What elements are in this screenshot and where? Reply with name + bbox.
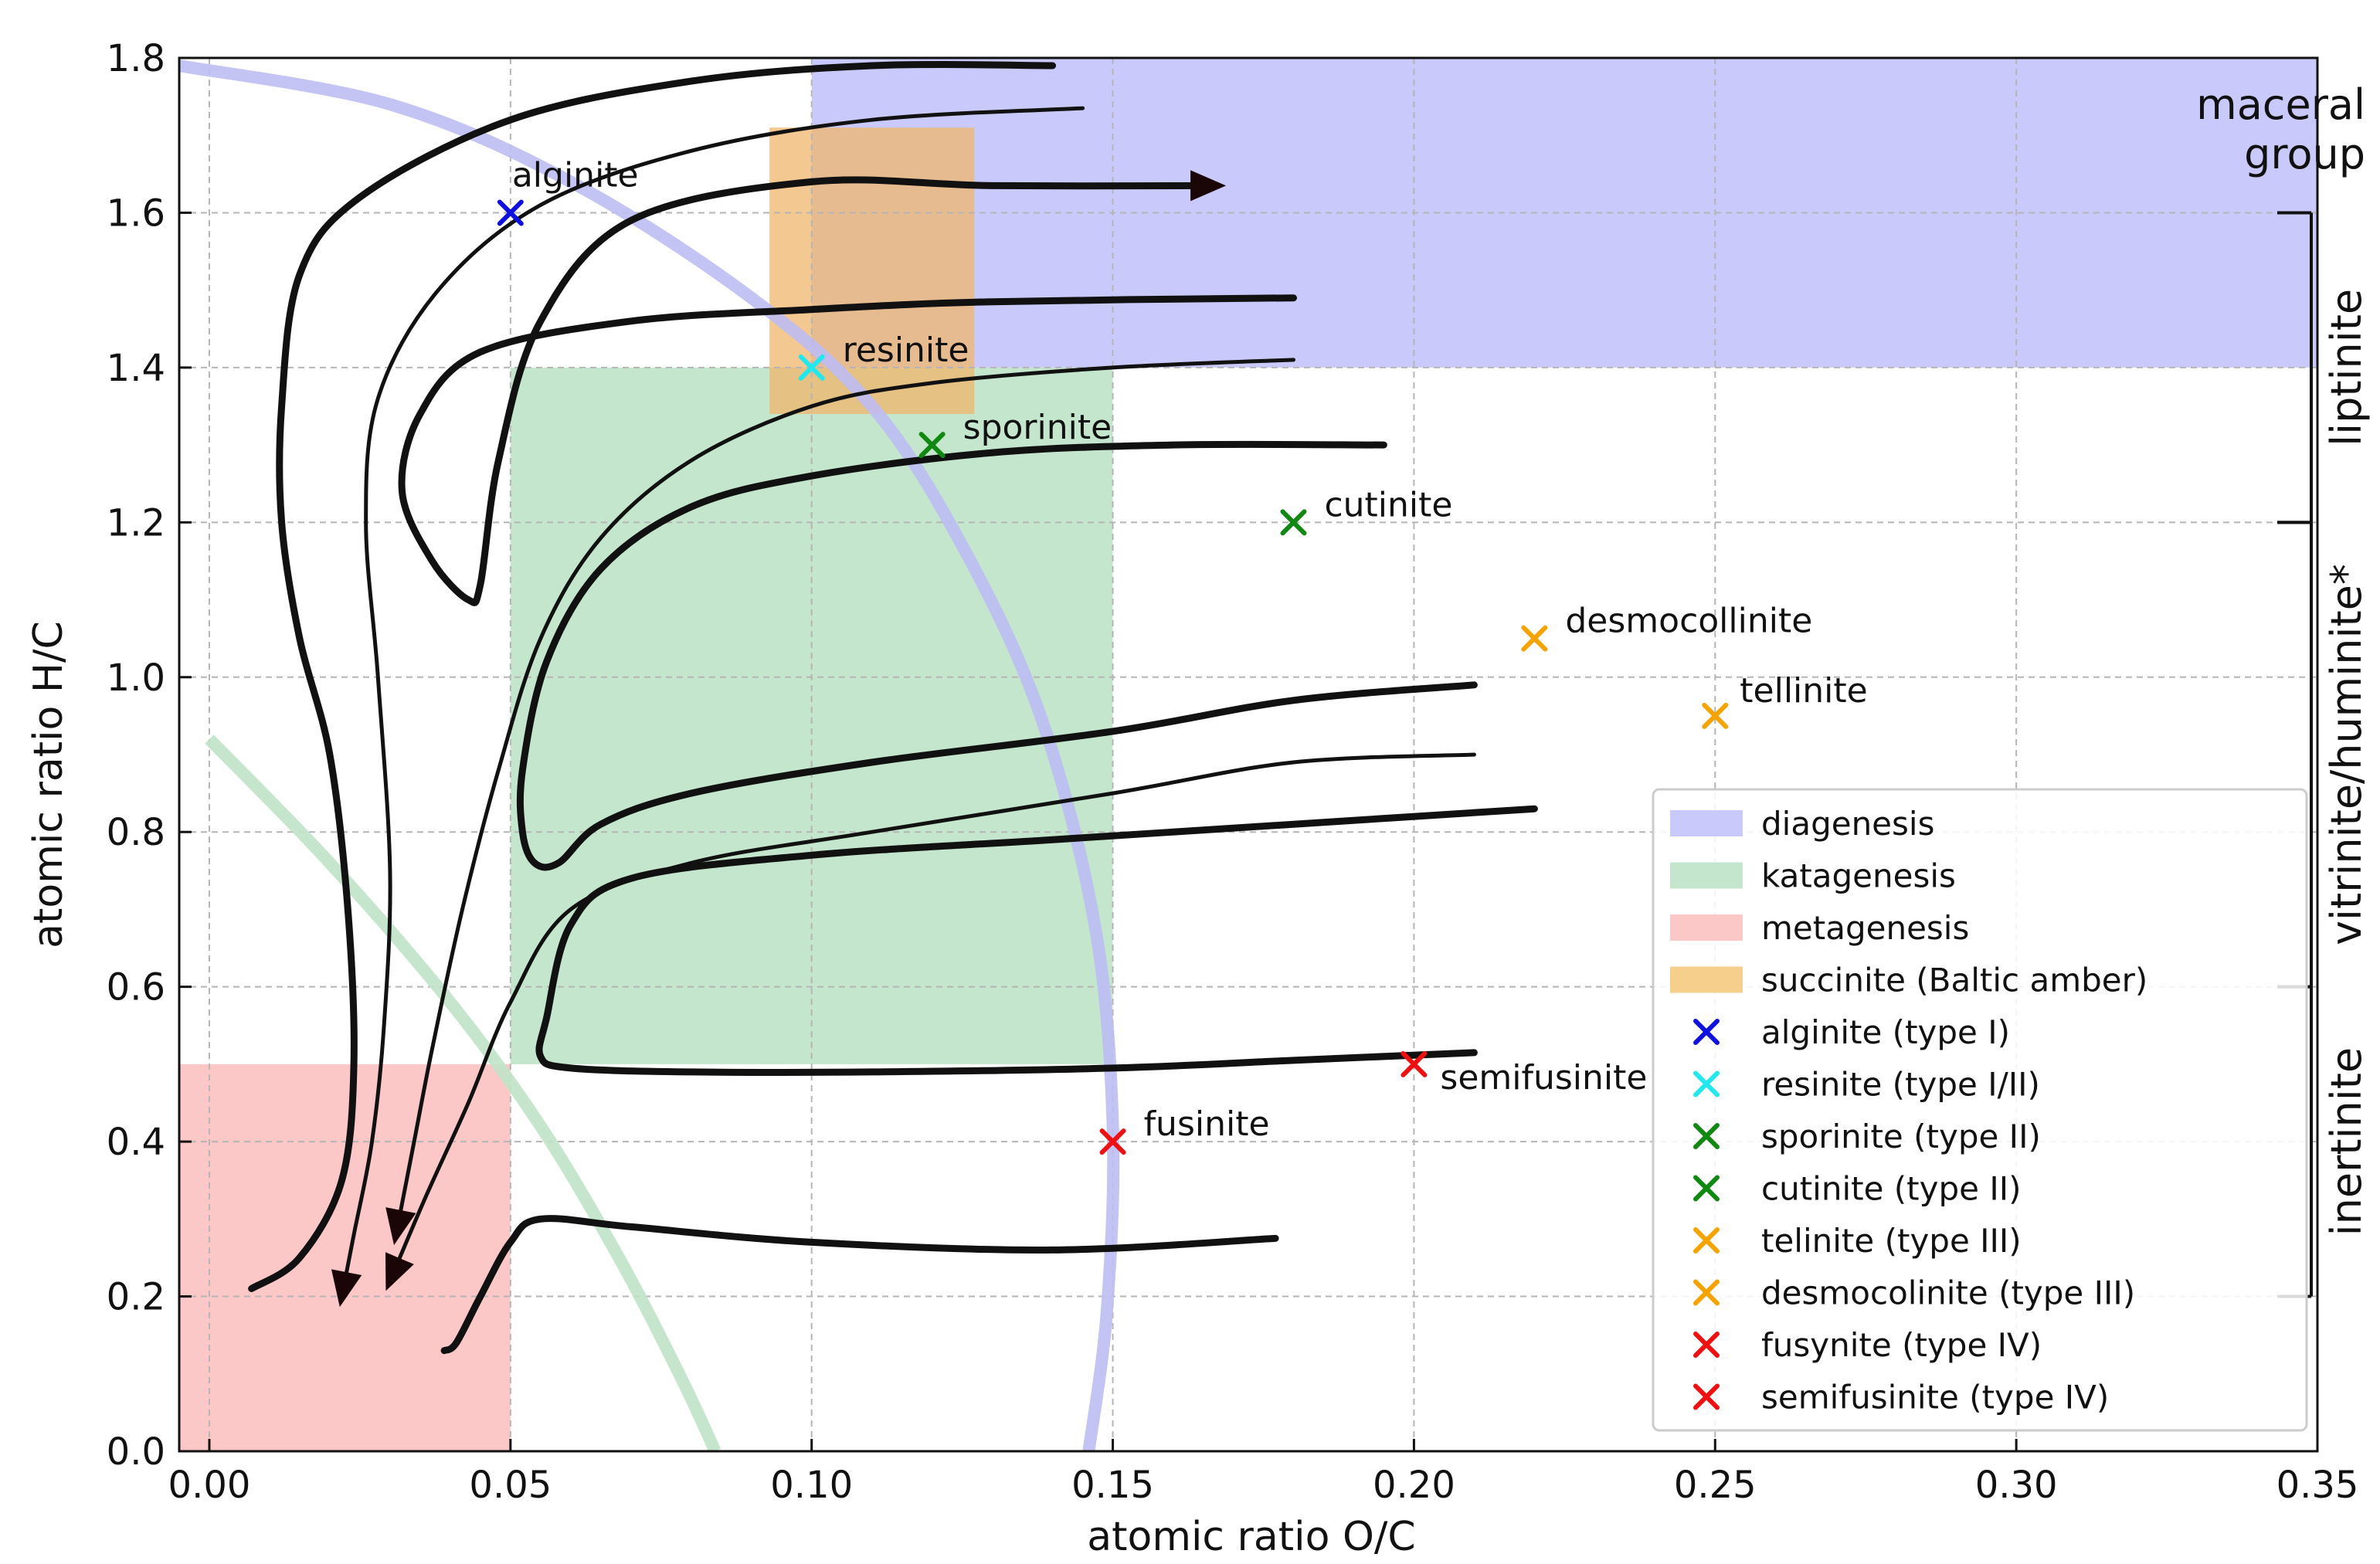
arrowhead-4 <box>385 1207 416 1246</box>
arrowhead-1 <box>1190 170 1227 202</box>
legend-marker-alginite-type-i <box>1693 1019 1720 1045</box>
legend-swatch-diagenesis <box>1670 810 1743 836</box>
axes-frame <box>178 56 2319 1453</box>
plot-frame <box>178 56 2319 1453</box>
x-tick-label-5: 0.25 <box>1674 1464 1757 1507</box>
point-label-resinite: resinite <box>843 331 969 370</box>
x-tick-label-2: 0.10 <box>770 1464 853 1507</box>
y-tick-label-1: 0.2 <box>107 1276 165 1319</box>
point-tellinite <box>1702 702 1729 729</box>
evolution-path-4 <box>394 358 1295 1237</box>
arc-bands <box>179 59 1120 1451</box>
y-axis-label: atomic ratio H/C <box>25 621 72 948</box>
x-tick-label-4: 0.20 <box>1373 1464 1455 1507</box>
point-fusinite <box>1099 1128 1126 1155</box>
legend-marker-desmocolinite-type-iii <box>1693 1279 1720 1306</box>
evolution-path-3 <box>340 106 1085 1299</box>
y-tick-label-5: 1.0 <box>107 656 165 700</box>
point-label-cutinite: cutinite <box>1324 485 1452 524</box>
legend-swatch-metagenesis <box>1670 914 1743 941</box>
point-label-fusinite: fusinite <box>1144 1104 1270 1144</box>
legend-swatch-katagenesis <box>1670 862 1743 889</box>
point-label-desmocollinite: desmocollinite <box>1565 602 1812 641</box>
evolution-path-7 <box>535 805 1538 1076</box>
legend-label-metagenesis: metagenesis <box>1761 909 1969 947</box>
legend-label-cutinite-type-ii: cutinite (type II) <box>1761 1170 2022 1208</box>
legend-swatch-succinite-baltic-amber <box>1670 966 1743 993</box>
legend-marker-cutinite-type-ii <box>1693 1175 1720 1202</box>
x-tick-label-7: 0.35 <box>2276 1464 2359 1507</box>
evolution-path-2 <box>248 61 1057 1292</box>
arrowhead-3 <box>331 1269 362 1308</box>
legend: diagenesis katagenesis metagenesis succinit… <box>1652 788 2308 1432</box>
legend-marker-sporinite-type-ii <box>1693 1123 1720 1149</box>
legend-label-succinite-baltic-amber: succinite (Baltic amber) <box>1761 962 2147 999</box>
evolution-path-1 <box>398 176 1297 606</box>
x-tick-label-3: 0.15 <box>1071 1464 1154 1507</box>
maceral-group-title-1: group <box>2244 130 2365 178</box>
y-tick-label-3: 0.6 <box>107 966 165 1009</box>
y-tick-label-2: 0.4 <box>107 1121 165 1164</box>
evolution-path-5 <box>516 440 1478 871</box>
legend-label-diagenesis: diagenesis <box>1761 805 1934 843</box>
point-semifusinite <box>1400 1050 1428 1077</box>
band-green-arc <box>205 735 721 1451</box>
legend-marker-semifusinite-type-iv <box>1693 1383 1720 1410</box>
legend-marker-fusynite-type-iv <box>1693 1332 1720 1358</box>
region-succinite-baltic-amber <box>769 127 975 415</box>
point-label-sporinite: sporinite <box>963 408 1112 447</box>
maceral-group-title-0: maceral <box>2196 80 2365 129</box>
x-axis-label: atomic ratio O/C <box>1087 1514 1415 1560</box>
x-tick-label-1: 0.05 <box>469 1464 552 1507</box>
legend-box <box>1652 788 2308 1432</box>
legend-marker-telinite-type-iii <box>1693 1227 1720 1254</box>
legend-label-resinite-type-i-ii: resinite (type I/II) <box>1761 1066 2040 1104</box>
point-alginite <box>497 199 524 226</box>
maceral-label-liptinite: liptinite <box>2322 289 2371 446</box>
legend-label-desmocolinite-type-iii: desmocolinite (type III) <box>1761 1274 2135 1312</box>
x-tick-label-0: 0.00 <box>168 1464 251 1507</box>
point-desmocollinite <box>1521 625 1548 652</box>
maceral-points: alginite resinite sporinite cutinite desmoco… <box>497 155 1868 1155</box>
point-label-alginite: alginite <box>512 155 639 195</box>
evolution-paths <box>248 61 1538 1355</box>
evolution-path-8 <box>440 1215 1279 1355</box>
legend-label-katagenesis: katagenesis <box>1761 857 1956 895</box>
y-tick-label-4: 0.8 <box>107 811 165 854</box>
point-resinite <box>798 354 825 381</box>
y-tick-label-0: 0.0 <box>107 1430 165 1474</box>
legend-marker-resinite-type-i-ii <box>1693 1070 1720 1098</box>
y-tick-label-8: 1.6 <box>107 192 165 235</box>
point-cutinite <box>1280 509 1307 536</box>
legend-label-sporinite-type-ii: sporinite (type II) <box>1761 1118 2041 1155</box>
legend-label-fusynite-type-iv: fusynite (type IV) <box>1761 1326 2042 1364</box>
point-label-semifusinite: semifusinite <box>1440 1058 1647 1098</box>
maceral-label-vitrinite-huminite: vitrinite/huminite* <box>2322 564 2371 945</box>
legend-label-semifusinite-type-iv: semifusinite (type IV) <box>1761 1379 2109 1416</box>
y-tick-label-7: 1.4 <box>107 347 165 390</box>
band-blue-arc <box>179 59 1120 1451</box>
y-tick-label-6: 1.2 <box>107 501 165 545</box>
point-label-tellinite: tellinite <box>1740 671 1867 711</box>
x-tick-label-6: 0.30 <box>1975 1464 2058 1507</box>
arrowhead-6 <box>385 1252 414 1291</box>
y-tick-label-9: 1.8 <box>107 37 165 80</box>
evolution-path-6 <box>388 752 1476 1283</box>
tick-labels: 0.00 0.05 0.10 0.15 0.20 0.25 0.30 0.35 0.0 0.2 0.… <box>107 37 2359 1507</box>
point-sporinite <box>918 432 946 459</box>
maceral-label-inertinite: inertinite <box>2322 1047 2371 1236</box>
legend-label-telinite-type-iii: telinite (type III) <box>1761 1222 2022 1260</box>
legend-label-alginite-type-i: alginite (type I) <box>1761 1013 2010 1051</box>
